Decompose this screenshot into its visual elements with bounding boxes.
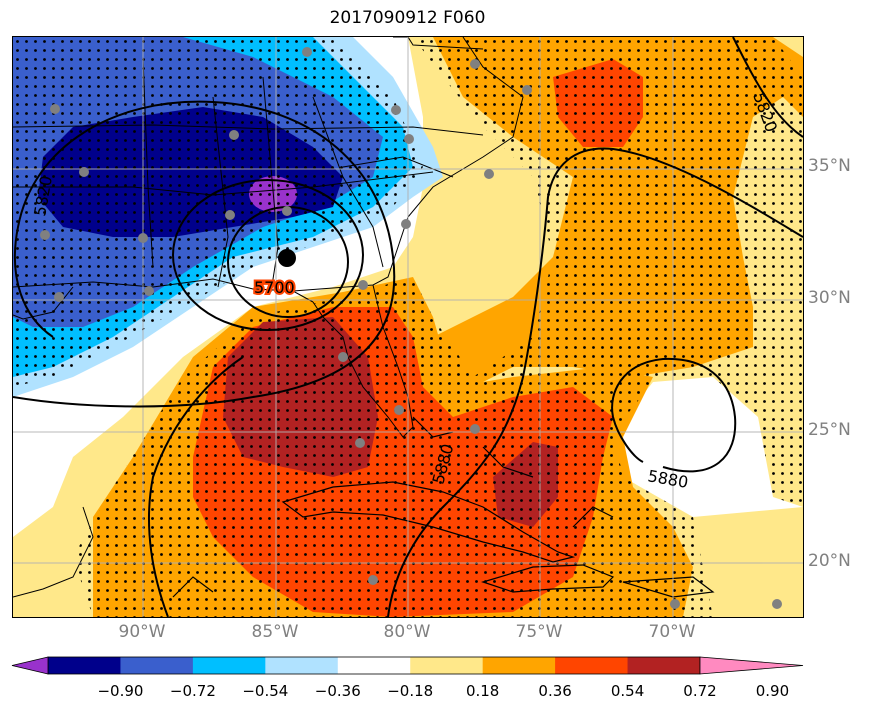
colorbar-right-extend: [699, 656, 804, 675]
colorbar-segment: [192, 657, 266, 674]
lon-label-90w: 90°W: [118, 622, 166, 642]
colorbar-tick-label: −0.54: [242, 682, 289, 700]
colorbar-segment: [337, 657, 411, 674]
map-panel: 5700 5820 5820 5880 5880: [12, 36, 804, 618]
map-svg: 5700 5820 5820 5880 5880: [13, 37, 803, 617]
colorbar-segment: [48, 657, 121, 674]
colorbar-left-extend: [11, 656, 49, 675]
colorbar-tick-label: 0.72: [683, 682, 717, 700]
colorbar: [11, 656, 804, 675]
significance-stipple-positive: [73, 37, 803, 617]
colorbar-tick-label: −0.90: [97, 682, 144, 700]
lat-label-20n: 20°N: [808, 551, 851, 571]
colorbar-tick-label: −0.36: [314, 682, 361, 700]
political-boundaries: [13, 37, 524, 598]
colorbar-segment: [265, 657, 339, 674]
map-title: 2017090912 F060: [329, 8, 486, 28]
lon-label-70w: 70°W: [648, 622, 696, 642]
colorbar-segment: [627, 657, 701, 674]
colorbar-segment: [120, 657, 194, 674]
lat-label-25n: 25°N: [808, 420, 851, 440]
colorbar-tick-label: −0.18: [387, 682, 434, 700]
lon-label-75w: 75°W: [515, 622, 563, 642]
lat-label-35n: 35°N: [808, 156, 851, 176]
colorbar-segment: [555, 657, 629, 674]
lat-label-30n: 30°N: [808, 288, 851, 308]
station-markers: [40, 47, 782, 609]
colorbar-tick-label: 0.18: [465, 682, 500, 700]
colorbar-tick-label: 0.36: [538, 682, 572, 700]
lon-label-85w: 85°W: [251, 622, 299, 642]
lon-label-80w: 80°W: [383, 622, 431, 642]
colorbar-segments: [47, 656, 701, 675]
colorbar-tick-label: 0.54: [610, 682, 645, 700]
caribbean-islands: [172, 416, 715, 598]
storm-center-marker: [278, 249, 296, 267]
colorbar-tick-label: 0.90: [755, 682, 790, 700]
colorbar-segment: [410, 657, 484, 674]
graticule: [13, 37, 803, 617]
colorbar-segment: [482, 657, 556, 674]
colorbar-tick-label: −0.72: [169, 682, 216, 700]
contour-label: 5700: [254, 278, 295, 297]
